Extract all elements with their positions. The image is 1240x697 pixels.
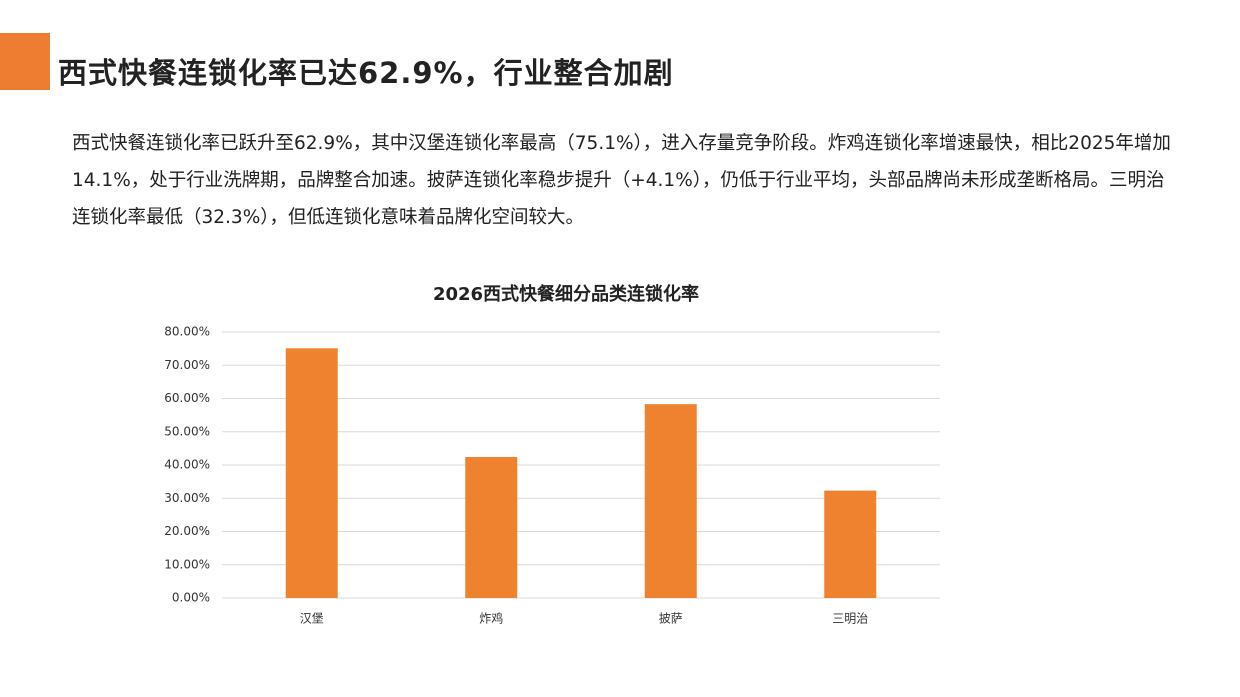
bar [824,490,877,598]
bar [285,348,338,598]
y-tick-label: 20.00% [164,524,210,538]
x-tick-label: 披萨 [659,612,683,626]
summary-paragraph: 西式快餐连锁化率已跃升至62.9%，其中汉堡连锁化率最高（75.1%），进入存量… [72,133,1171,228]
y-tick-label: 80.00% [164,325,210,339]
y-tick-label: 0.00% [172,591,210,605]
slide-title: 西式快餐连锁化率已达62.9%，行业整合加剧 [58,56,674,90]
x-tick-label: 三明治 [832,612,868,626]
x-tick-label: 汉堡 [300,611,324,626]
bar [644,404,697,598]
y-tick-label: 40.00% [164,458,210,472]
y-tick-label: 10.00% [164,557,210,571]
y-tick-label: 60.00% [164,391,210,405]
y-tick-label: 30.00% [164,491,210,505]
x-tick-label: 炸鸡 [479,611,503,626]
y-tick-label: 50.00% [164,424,210,438]
y-tick-label: 70.00% [164,358,210,372]
chart-title: 2026西式快餐细分品类连锁化率 [433,283,699,305]
bar [465,457,518,598]
title-accent [0,33,50,90]
